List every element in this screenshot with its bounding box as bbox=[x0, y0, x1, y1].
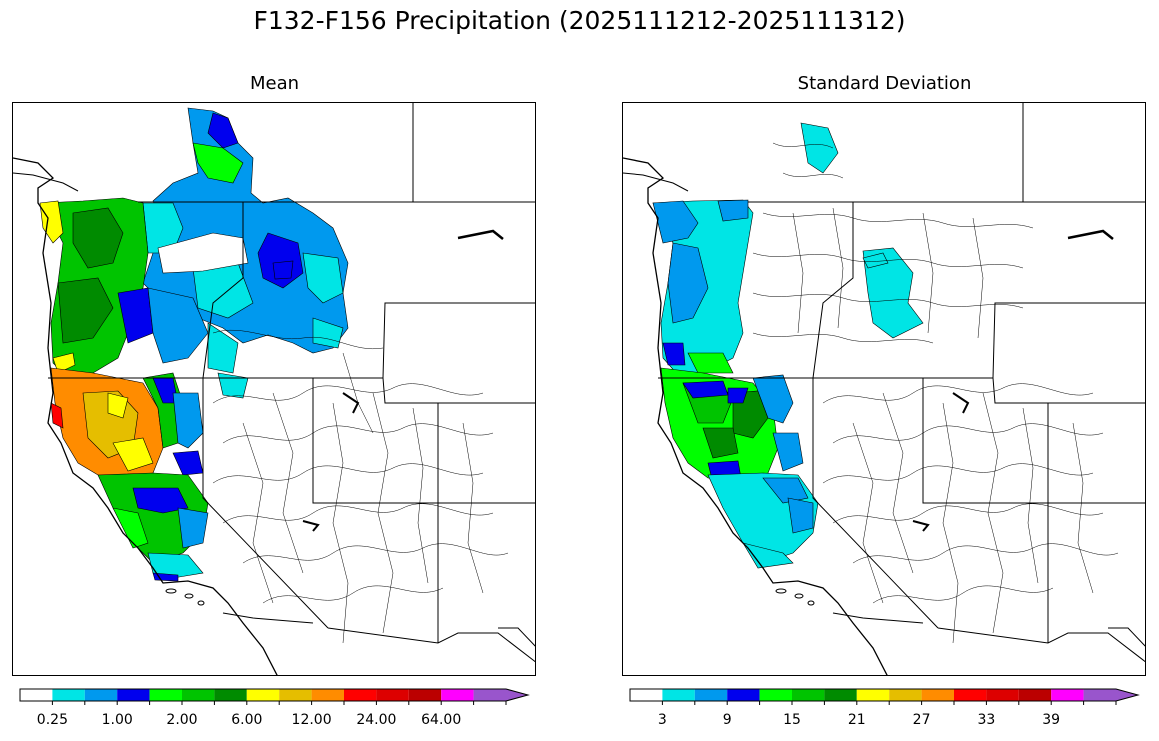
stddev-colorbar-label: 27 bbox=[912, 712, 931, 728]
stddev-colorbar-outline bbox=[629, 688, 1140, 702]
stddev-colorbar-swatch bbox=[824, 689, 857, 701]
mean-colorbar-label: 12.00 bbox=[291, 712, 332, 728]
mean-colorbar-swatch bbox=[117, 689, 150, 701]
mean-precip-fill bbox=[39, 107, 349, 582]
stddev-colorbar-swatch bbox=[1018, 689, 1052, 701]
mean-colorbar-swatch bbox=[279, 689, 312, 701]
stddev-panel-title: Standard Deviation bbox=[797, 73, 972, 94]
stddev-colorbar-swatch bbox=[792, 689, 825, 701]
stddev-colorbar-label: 9 bbox=[722, 712, 732, 728]
mean-map-canvas bbox=[13, 103, 535, 675]
stddev-state-borders bbox=[658, 103, 1145, 663]
stddev-colorbar-label: 33 bbox=[977, 712, 996, 728]
mean-colorbar-label: 6.00 bbox=[231, 712, 263, 728]
mean-coastline bbox=[13, 157, 278, 675]
stddev-colorbar-label: 3 bbox=[657, 712, 667, 728]
mean-islands bbox=[165, 588, 205, 606]
mean-colorbar-swatch bbox=[149, 689, 182, 701]
mean-colorbar-swatch bbox=[84, 689, 118, 701]
stddev-colorbar-swatches bbox=[629, 688, 1140, 705]
stddev-colorbar-label: 21 bbox=[847, 712, 866, 728]
stddev-coastline bbox=[623, 157, 888, 675]
stddev-colorbar-swatch bbox=[954, 689, 987, 701]
stddev-colorbar-label: 15 bbox=[783, 712, 801, 728]
mean-colorbar-swatch bbox=[20, 689, 53, 701]
mean-colorbar-swatch bbox=[182, 689, 215, 701]
stddev-map-canvas bbox=[623, 103, 1145, 675]
mean-state-borders bbox=[48, 103, 535, 663]
mean-colorbar-outline bbox=[19, 688, 530, 702]
mean-colorbar-label: 2.00 bbox=[166, 712, 198, 728]
mean-colorbar-swatch bbox=[344, 689, 377, 701]
mean-map[interactable] bbox=[12, 102, 536, 676]
stddev-colorbar-swatch bbox=[921, 689, 954, 701]
mean-colorbar-swatch bbox=[52, 689, 85, 701]
mean-colorbar-label: 24.00 bbox=[356, 712, 397, 728]
mean-colorbar-label: 64.00 bbox=[421, 712, 462, 728]
stddev-islands bbox=[775, 588, 815, 606]
mean-colorbar bbox=[19, 688, 530, 705]
stddev-colorbar-label: 39 bbox=[1042, 712, 1061, 728]
mean-panel-title: Mean bbox=[249, 73, 300, 94]
stddev-colorbar-swatch bbox=[1083, 689, 1138, 701]
mean-colorbar-swatch bbox=[246, 689, 280, 701]
mean-colorbar-swatches bbox=[19, 688, 530, 705]
stddev-colorbar bbox=[629, 688, 1140, 705]
stddev-basin-outlines bbox=[752, 142, 1119, 644]
stddev-map[interactable] bbox=[622, 102, 1146, 676]
stddev-colorbar-swatch bbox=[889, 689, 922, 701]
mean-colorbar-swatch bbox=[376, 689, 409, 701]
stddev-colorbar-swatch bbox=[630, 689, 663, 701]
mean-colorbar-swatch bbox=[473, 689, 528, 701]
mean-colorbar-swatch bbox=[311, 689, 344, 701]
stddev-colorbar-swatch bbox=[694, 689, 728, 701]
mean-colorbar-swatch bbox=[441, 689, 474, 701]
figure-title: F132-F156 Precipitation (2025111212-2025… bbox=[253, 6, 906, 35]
stddev-colorbar-swatch bbox=[662, 689, 695, 701]
stddev-colorbar-swatch bbox=[1051, 689, 1084, 701]
mean-colorbar-label: 0.25 bbox=[36, 712, 68, 728]
stddev-colorbar-swatch bbox=[727, 689, 760, 701]
stddev-fill bbox=[652, 122, 924, 569]
stddev-colorbar-swatch bbox=[856, 689, 890, 701]
stddev-colorbar-swatch bbox=[759, 689, 792, 701]
mean-colorbar-swatch bbox=[214, 689, 247, 701]
stddev-colorbar-swatch bbox=[986, 689, 1019, 701]
mean-colorbar-label: 1.00 bbox=[101, 712, 133, 728]
mean-colorbar-swatch bbox=[408, 689, 442, 701]
mean-basin-outlines bbox=[212, 329, 509, 644]
